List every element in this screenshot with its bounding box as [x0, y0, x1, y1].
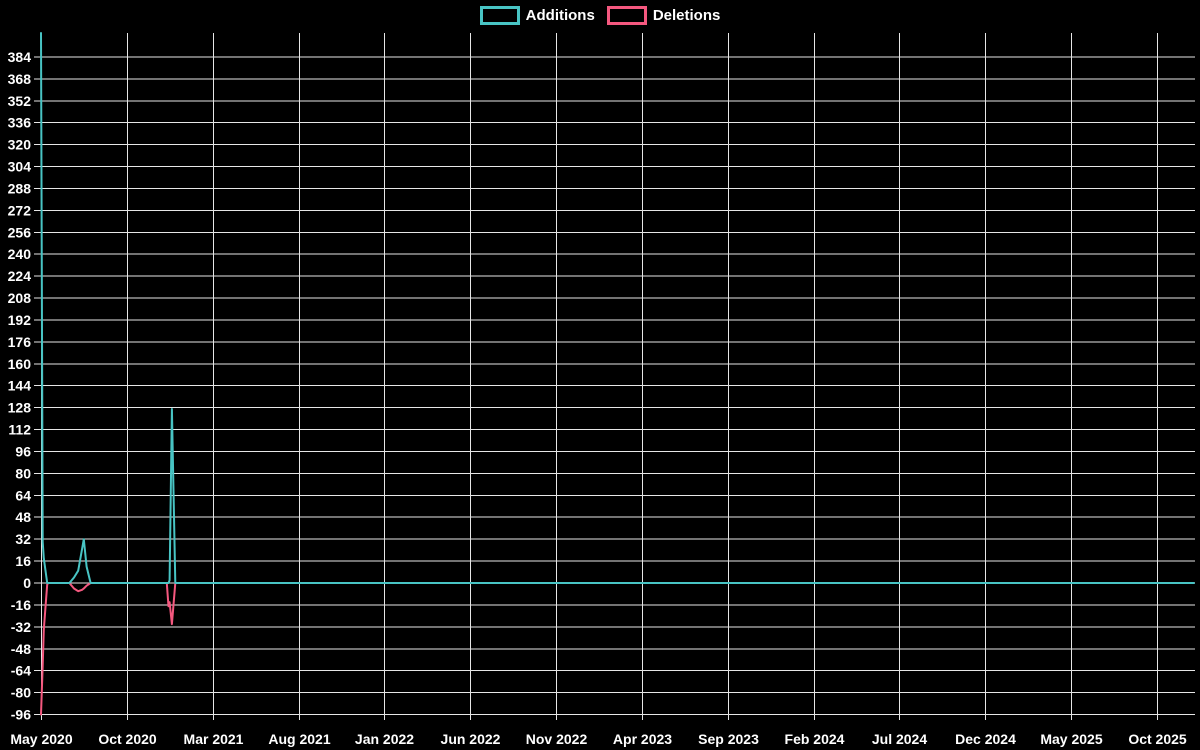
x-tick-label: Sep 2023: [698, 731, 759, 747]
y-tick-label: 256: [8, 224, 32, 240]
y-tick-label: 320: [8, 137, 32, 153]
legend-label-deletions: Deletions: [652, 6, 721, 24]
additions-line: [40, 32, 1195, 584]
y-tick-label: 336: [8, 115, 32, 131]
x-tick-label: Dec 2024: [955, 731, 1016, 747]
deletions-line: [40, 582, 1195, 716]
y-tick-label: -96: [11, 707, 31, 723]
y-tick-label: -48: [11, 641, 31, 657]
x-tick-label: Jul 2024: [872, 731, 927, 747]
x-tick-label: Nov 2022: [526, 731, 588, 747]
y-tick-label: 96: [15, 443, 31, 459]
x-tick-label: Mar 2021: [184, 731, 244, 747]
chart-legend: Additions Deletions: [0, 6, 1200, 25]
x-tick-label: May 2025: [1040, 731, 1102, 747]
x-tick-label: Oct 2025: [1128, 731, 1187, 747]
additions-swatch-icon: [479, 6, 520, 25]
legend-item-deletions[interactable]: Deletions: [606, 6, 721, 25]
y-tick-label: 112: [8, 422, 31, 438]
y-tick-label: 128: [8, 400, 32, 416]
x-tick-label: Oct 2020: [98, 731, 157, 747]
x-tick-label: Aug 2021: [268, 731, 330, 747]
y-tick-label: 64: [15, 487, 31, 503]
y-tick-label: -16: [11, 597, 31, 613]
y-tick-label: -64: [11, 663, 31, 679]
y-tick-label: 192: [8, 312, 32, 328]
y-tick-label: 240: [8, 246, 32, 262]
y-tick-label: 304: [8, 159, 32, 175]
legend-item-additions[interactable]: Additions: [479, 6, 595, 25]
y-tick-label: 288: [8, 180, 32, 196]
y-tick-label: 80: [15, 465, 31, 481]
y-tick-label: 48: [15, 509, 31, 525]
y-tick-label: 384: [8, 49, 32, 65]
y-tick-label: 32: [15, 531, 31, 547]
y-tick-label: -32: [11, 619, 31, 635]
y-tick-label: 0: [23, 575, 31, 591]
legend-label-additions: Additions: [525, 6, 595, 24]
y-tick-label: 352: [8, 93, 32, 109]
y-tick-label: 176: [8, 334, 32, 350]
y-tick-label: 16: [15, 553, 31, 569]
x-tick-label: Feb 2024: [785, 731, 845, 747]
x-tick-label: Jun 2022: [441, 731, 501, 747]
y-tick-label: 272: [8, 202, 32, 218]
x-tick-label: May 2020: [10, 731, 72, 747]
y-tick-label: 144: [8, 378, 32, 394]
y-tick-label: 208: [8, 290, 32, 306]
x-tick-label: Jan 2022: [355, 731, 414, 747]
deletions-swatch-icon: [606, 6, 647, 25]
y-tick-label: 368: [8, 71, 32, 87]
y-tick-label: 160: [8, 356, 32, 372]
y-tick-label: 224: [8, 268, 32, 284]
x-tick-label: Apr 2023: [613, 731, 672, 747]
y-tick-label: -80: [11, 685, 31, 701]
